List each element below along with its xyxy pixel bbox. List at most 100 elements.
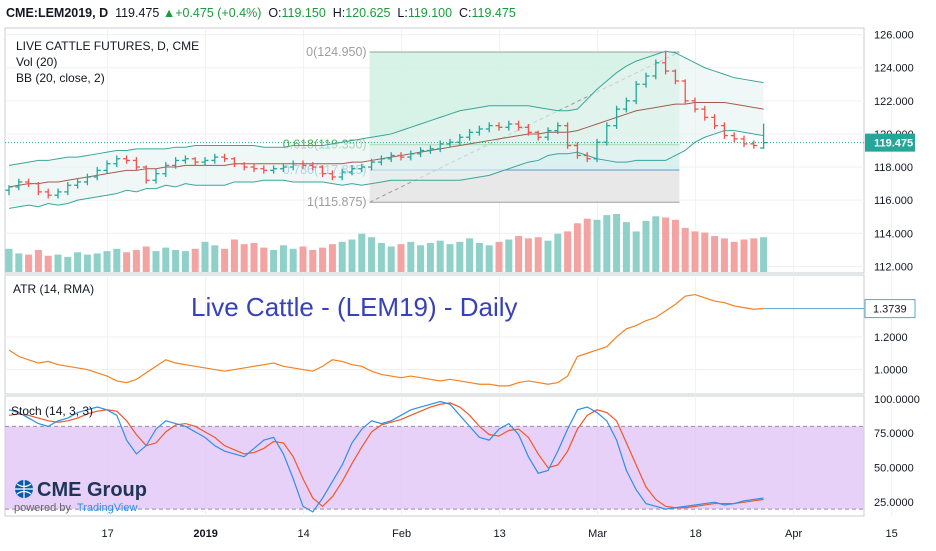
volume-bar — [701, 232, 709, 272]
ohlc-bar — [377, 155, 385, 166]
ohlc-bar — [289, 160, 297, 171]
stoch-legend: Stoch (14, 3, 3) — [11, 404, 93, 418]
ohlc-bar — [642, 72, 650, 88]
ohlc-bar — [44, 188, 52, 199]
ohlc-bar — [730, 132, 738, 143]
volume-bar — [515, 236, 523, 272]
volume-bar — [152, 251, 160, 272]
volume-bar — [44, 255, 52, 272]
ohlc-bar — [123, 155, 131, 164]
price-tick-label: 116.000 — [874, 195, 913, 207]
volume-bar — [613, 214, 621, 272]
stoch-tick-label: 50.0000 — [874, 463, 914, 475]
atr-series-line — [8, 293, 764, 387]
volume-bar — [671, 219, 679, 272]
volume-bar — [603, 215, 611, 272]
volume-bar — [456, 241, 464, 272]
ohlc-bar — [64, 181, 72, 196]
ohlc-bar — [515, 120, 523, 131]
atr-pane[interactable] — [4, 274, 865, 395]
stochastic-lines — [5, 400, 864, 513]
volume-bar — [642, 220, 650, 272]
volume-bar — [328, 244, 336, 272]
last-price: 119.475 — [115, 6, 160, 20]
volume-bar — [25, 254, 33, 272]
ohlc-bar — [299, 160, 307, 169]
ohlc-bar — [260, 165, 268, 174]
volume-bar — [240, 244, 248, 272]
symbol-header: CME:LEM2019, D 119.475 ▲+0.475 (+0.4%) O… — [6, 6, 516, 20]
up-arrow-icon: ▲ — [162, 6, 176, 20]
symbol-name[interactable]: CME:LEM2019, D — [6, 6, 109, 20]
volume-bar — [319, 247, 327, 272]
low-value: 119.100 — [407, 6, 453, 20]
volume-bar — [505, 239, 513, 272]
volume-bar — [720, 238, 728, 272]
ohlc-bar — [328, 170, 336, 181]
ohlc-bar — [485, 122, 493, 133]
ohlc-bar — [25, 178, 33, 187]
volume-bar — [652, 216, 660, 272]
volume-bar — [583, 218, 591, 272]
ohlc-bar — [54, 188, 62, 199]
bollinger-lower-band — [8, 130, 764, 209]
volume-bar — [691, 231, 699, 272]
volume-legend: Vol (20) — [16, 55, 57, 69]
price-tick-label: 114.000 — [874, 228, 913, 240]
stoch-k-line — [8, 400, 764, 513]
ohlc-bar — [142, 165, 150, 184]
ohlc-bar — [475, 125, 483, 136]
volume-bar — [250, 243, 258, 272]
overlay-title: Live Cattle - (LEM19) - Daily — [191, 292, 518, 322]
ohlc-bar — [103, 160, 111, 174]
powered-label: powered by — [14, 502, 71, 514]
ohlc-bar — [554, 122, 562, 134]
volume-bar — [387, 246, 395, 272]
ohlc-bar — [671, 69, 679, 85]
ohlc-bar — [495, 122, 503, 131]
volume-bar — [554, 233, 562, 272]
volume-bar — [524, 238, 532, 272]
time-tick-label: 18 — [689, 528, 701, 540]
volume-bar — [495, 241, 503, 272]
time-tick-label: 13 — [493, 528, 505, 540]
ohlc-bar — [279, 163, 287, 173]
volume-bar — [466, 238, 474, 272]
time-tick-label: 2019 — [193, 528, 217, 540]
volume-bar — [172, 249, 180, 272]
globe-lines-icon — [15, 480, 33, 498]
ohlc-bar — [250, 163, 258, 173]
ohlc-bar — [740, 135, 748, 148]
open-value: 119.150 — [281, 6, 326, 20]
last-price-badge — [865, 133, 915, 152]
low-label: L: — [397, 6, 408, 20]
ohlc-bar — [613, 105, 621, 129]
ohlc-bar — [221, 153, 229, 163]
open-label: O: — [268, 6, 282, 20]
volume-bar — [368, 237, 376, 272]
ohlc-bar — [132, 157, 140, 171]
ohlc-bar — [5, 185, 13, 196]
volume-bar — [54, 254, 62, 272]
volume-bar — [74, 252, 82, 272]
ohlc-bar — [83, 173, 91, 186]
stoch-tick-label: 75.0000 — [874, 428, 914, 440]
volume-bar — [417, 245, 425, 272]
ohlc-bar — [34, 181, 42, 196]
volume-bar — [15, 253, 23, 272]
last-price-label: 119.475 — [874, 138, 913, 150]
volume-bar — [162, 247, 170, 272]
volume-bar — [711, 236, 719, 272]
ohlc-bar — [230, 157, 238, 168]
price-bars — [5, 52, 864, 199]
ohlc-bar — [583, 152, 591, 163]
volume-bar — [358, 233, 366, 272]
volume-bar — [201, 241, 209, 272]
bollinger-fill — [9, 51, 764, 209]
ohlc-bar — [622, 97, 630, 113]
volume-bar — [260, 247, 268, 272]
volume-bar — [211, 245, 219, 272]
stoch-band-zone — [5, 426, 864, 510]
volume-bar — [544, 240, 552, 272]
